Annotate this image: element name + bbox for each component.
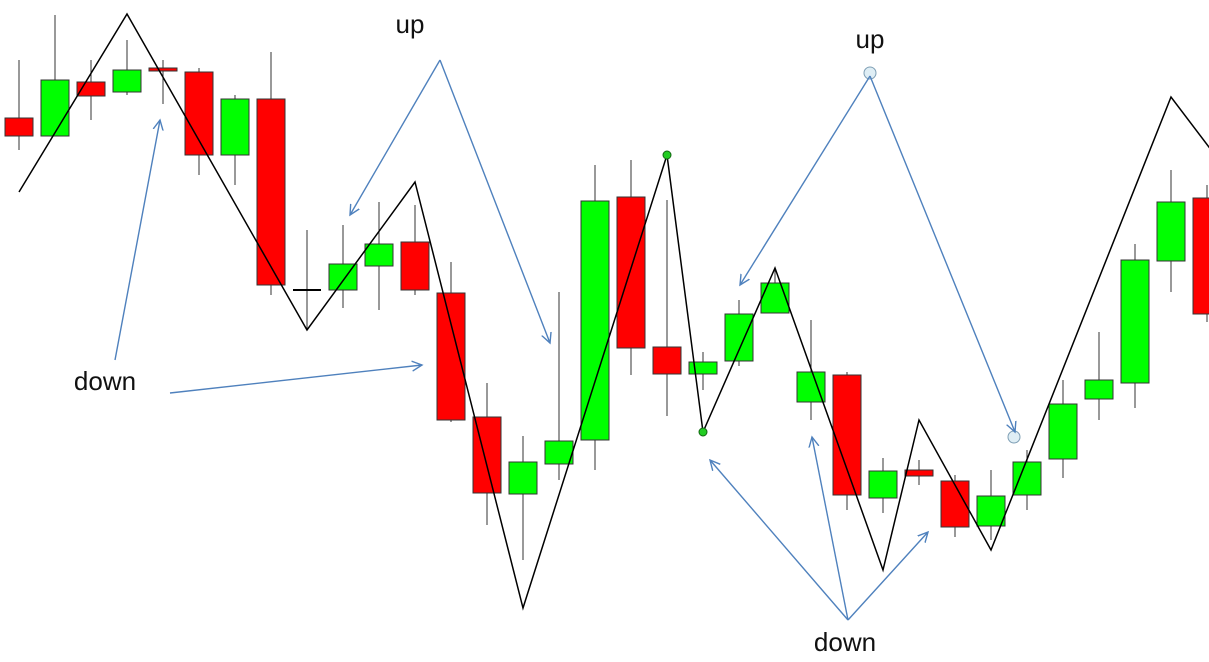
arrow [740, 75, 871, 285]
candle-body [1192, 197, 1209, 315]
candle-body [760, 282, 790, 314]
candle-body [832, 374, 862, 496]
candle-body [544, 440, 574, 465]
pivot-dot [698, 427, 708, 437]
candle-body [436, 292, 466, 421]
candle-body [580, 200, 610, 441]
candle-body [220, 98, 250, 156]
arrow [350, 59, 441, 215]
arrow [812, 437, 849, 621]
arrow [710, 460, 849, 621]
arrow [114, 120, 160, 361]
annotation: up [856, 24, 885, 54]
arrow [847, 532, 928, 621]
candle-body [1156, 201, 1186, 262]
pivot-ring [863, 66, 877, 80]
candle-body [904, 469, 934, 477]
candle-body [508, 461, 538, 495]
candle-body [868, 470, 898, 499]
pivot-dot [662, 150, 672, 160]
candle-body [688, 361, 718, 375]
annotation: down [814, 627, 876, 657]
candle-body [652, 346, 682, 375]
candle-body [184, 71, 214, 156]
candle-body [148, 67, 178, 72]
candle-body [1120, 259, 1150, 384]
candle-body [4, 117, 34, 137]
candle-body [1012, 461, 1042, 496]
arrows [114, 59, 1015, 621]
candle-body [400, 241, 430, 291]
candle-body [976, 495, 1006, 527]
arrow [169, 365, 422, 394]
candle-body [616, 196, 646, 349]
candle-body [40, 79, 70, 137]
candle-body [364, 243, 394, 267]
annotation: down [74, 366, 136, 396]
candle-body [796, 371, 826, 403]
arrow [869, 75, 1015, 432]
candle-body [1048, 403, 1078, 460]
candle-body [472, 416, 502, 494]
candle-body [940, 480, 970, 528]
annotation: up [396, 9, 425, 39]
candle-body [724, 313, 754, 362]
candle-body [256, 98, 286, 286]
arrow [439, 59, 550, 343]
pivot-ring [1007, 430, 1021, 444]
candle-body [1084, 379, 1114, 400]
candle-body [112, 69, 142, 93]
